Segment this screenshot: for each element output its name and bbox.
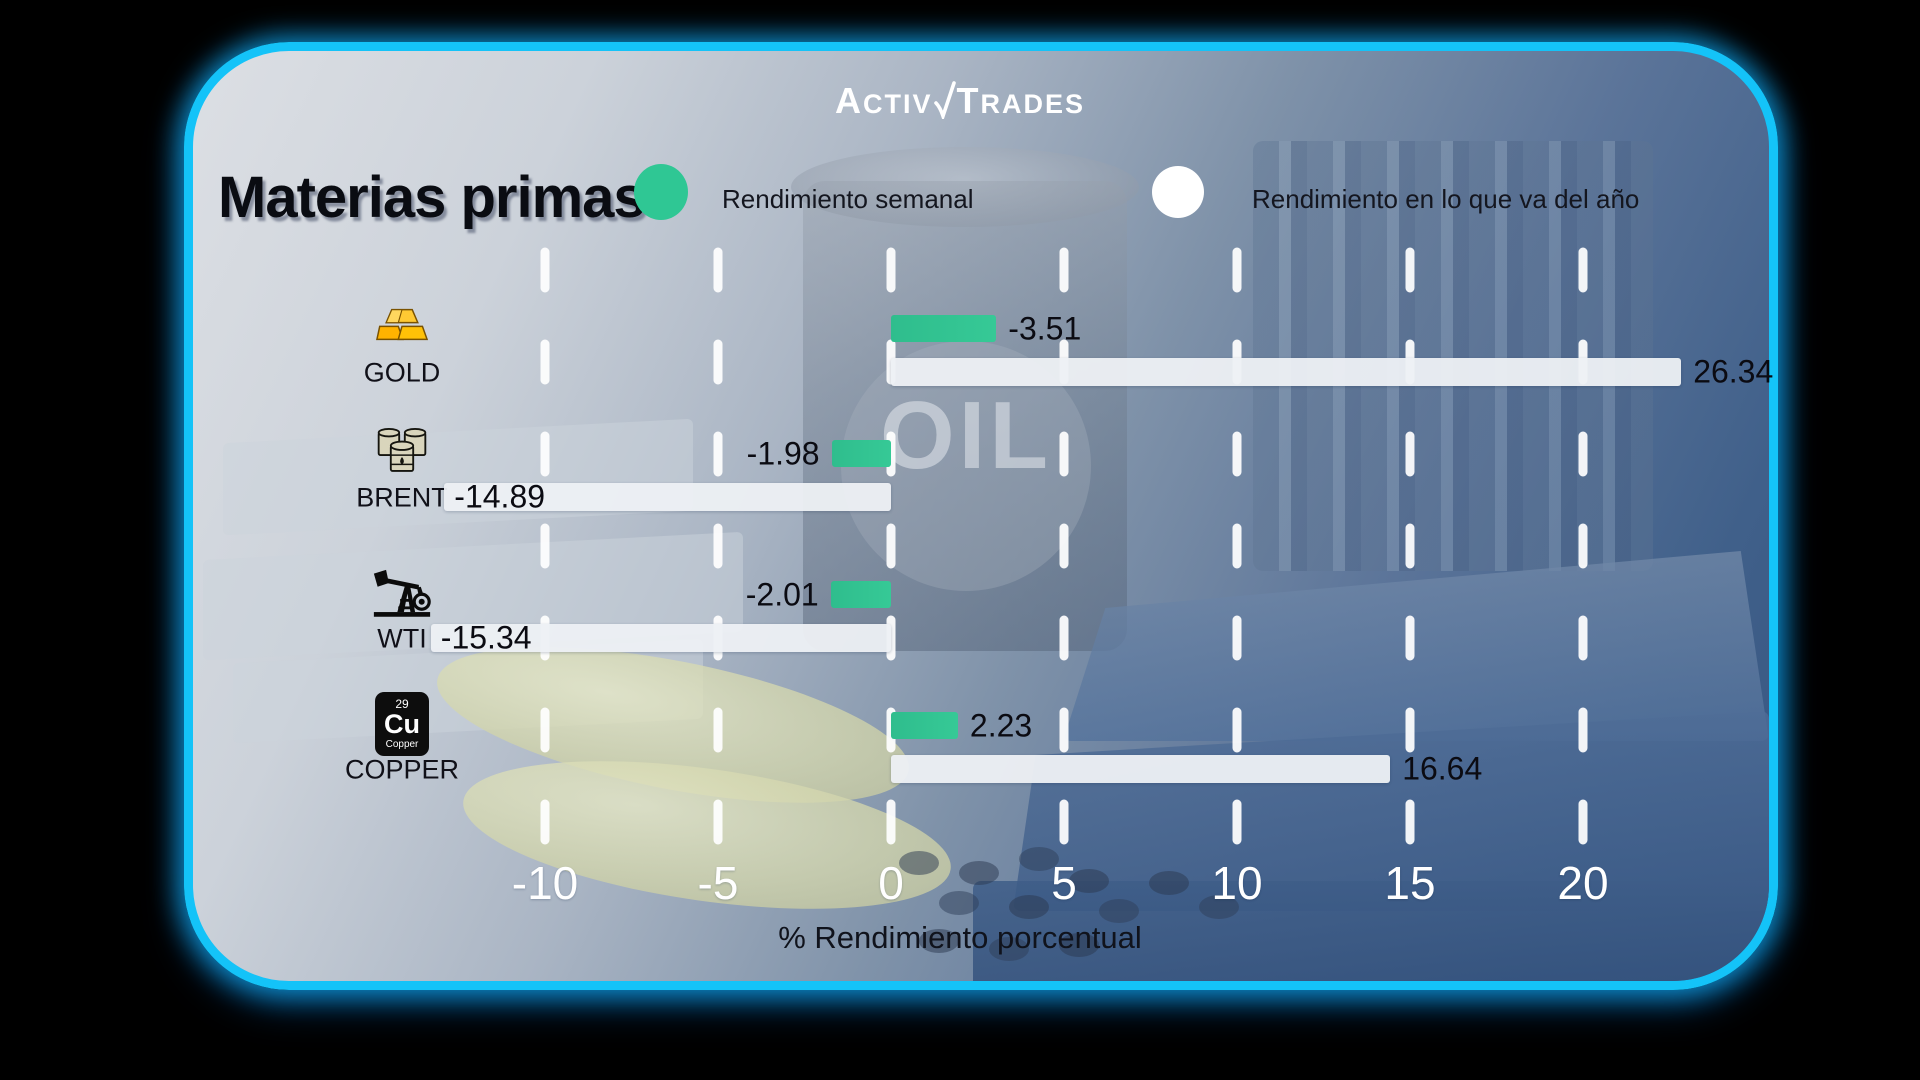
oil-pumpjack-icon [372,563,432,624]
weekly-bar [831,440,891,467]
ytd-bar [891,358,1682,386]
copper-name: Copper [385,739,419,750]
ytd-value-label: 26.34 [1693,353,1774,390]
row-label-brent: BRENT [356,482,448,513]
ytd-value-label: 16.64 [1402,750,1483,787]
weekly-bar [891,315,997,342]
legend-ytd-label: Rendimiento en lo que va del año [1252,184,1640,214]
legend-weekly-label: Rendimiento semanal [722,184,974,214]
brand-logo-right: TRADES [956,80,1086,121]
legend-weekly-dot-icon [634,164,688,220]
x-tick-label: 15 [1384,857,1436,909]
weekly-value-label: -3.51 [1008,310,1082,346]
copper-element-icon: 29 Cu Copper [375,692,429,756]
brand-logo-left: ACTIV [834,80,933,121]
oil-barrels-icon [374,425,430,480]
x-tick-label: -5 [697,857,739,909]
row-label-gold: GOLD [363,357,441,388]
weekly-bar [830,581,891,608]
copper-atomic-number: 29 [395,697,409,711]
brand-logo: ACTIV TRADES [0,80,1920,122]
x-tick-label: -10 [511,857,579,909]
weekly-bar [891,712,958,739]
ytd-bar [444,483,891,511]
row-label-copper: COPPER [344,754,460,785]
x-tick-label: 10 [1211,857,1263,909]
row-label-wti: WTI [377,623,427,654]
weekly-value-label: -1.98 [746,435,820,471]
oil-barrels-icon [374,425,430,480]
copper-element-icon: 29 Cu Copper [375,692,429,756]
weekly-value-label: -2.01 [745,576,819,612]
ytd-value-label: -15.34 [440,619,532,656]
page-title: Materias primas [218,165,646,230]
x-tick-label: 20 [1557,857,1609,909]
ytd-bar [891,755,1391,783]
weekly-value-label: 2.23 [969,707,1033,743]
gold-ingots-icon [376,306,429,349]
ytd-bar [430,624,891,652]
copper-symbol: Cu [384,709,420,739]
x-tick-label: 5 [1051,857,1077,909]
x-tick-label: 0 [878,857,904,909]
x-axis-title: % Rendimiento porcentual [778,920,1142,955]
ytd-value-label: -14.89 [454,478,546,515]
brand-check-icon [933,81,956,122]
oil-pumpjack-icon [372,563,432,624]
legend-ytd-dot-icon [1152,166,1204,218]
gold-ingots-icon [376,306,429,349]
